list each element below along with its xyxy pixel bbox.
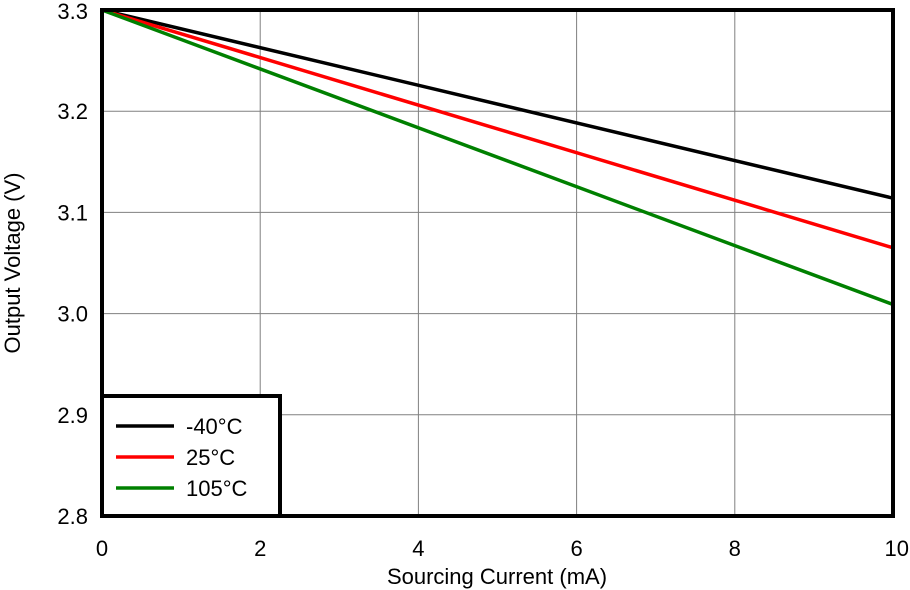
x-tick-label: 10 — [885, 536, 909, 561]
series-layer — [101, 8, 894, 307]
x-tick-label: 2 — [254, 536, 266, 561]
x-tick-label: 4 — [412, 536, 424, 561]
x-tick-label: 8 — [729, 536, 741, 561]
y-tick-label: 2.8 — [57, 504, 88, 529]
y-tick-label: 3.0 — [57, 302, 88, 327]
series-line-1 — [101, 8, 894, 250]
y-tick-label: 3.1 — [57, 200, 88, 225]
x-axis-title: Sourcing Current (mA) — [387, 564, 607, 589]
legend-label: -40°C — [186, 414, 243, 439]
x-tick-label: 0 — [96, 536, 108, 561]
y-tick-label: 3.3 — [57, 0, 88, 24]
series-line-2 — [101, 8, 894, 307]
legend: -40°C 25°C 105°C — [100, 394, 282, 518]
legend-label: 25°C — [186, 445, 235, 470]
legend-box — [100, 394, 282, 518]
legend-label: 105°C — [186, 476, 248, 501]
plot-frame — [100, 8, 895, 518]
y-tick-labels: 2.8 2.9 3.0 3.1 3.2 3.3 — [57, 0, 88, 529]
y-axis-title: Output Voltage (V) — [0, 173, 25, 354]
x-tick-labels: 0 2 4 6 8 10 — [96, 536, 909, 561]
y-tick-label: 3.2 — [57, 99, 88, 124]
y-tick-label: 2.9 — [57, 403, 88, 428]
series-line-0 — [101, 8, 894, 200]
x-tick-label: 6 — [570, 536, 582, 561]
